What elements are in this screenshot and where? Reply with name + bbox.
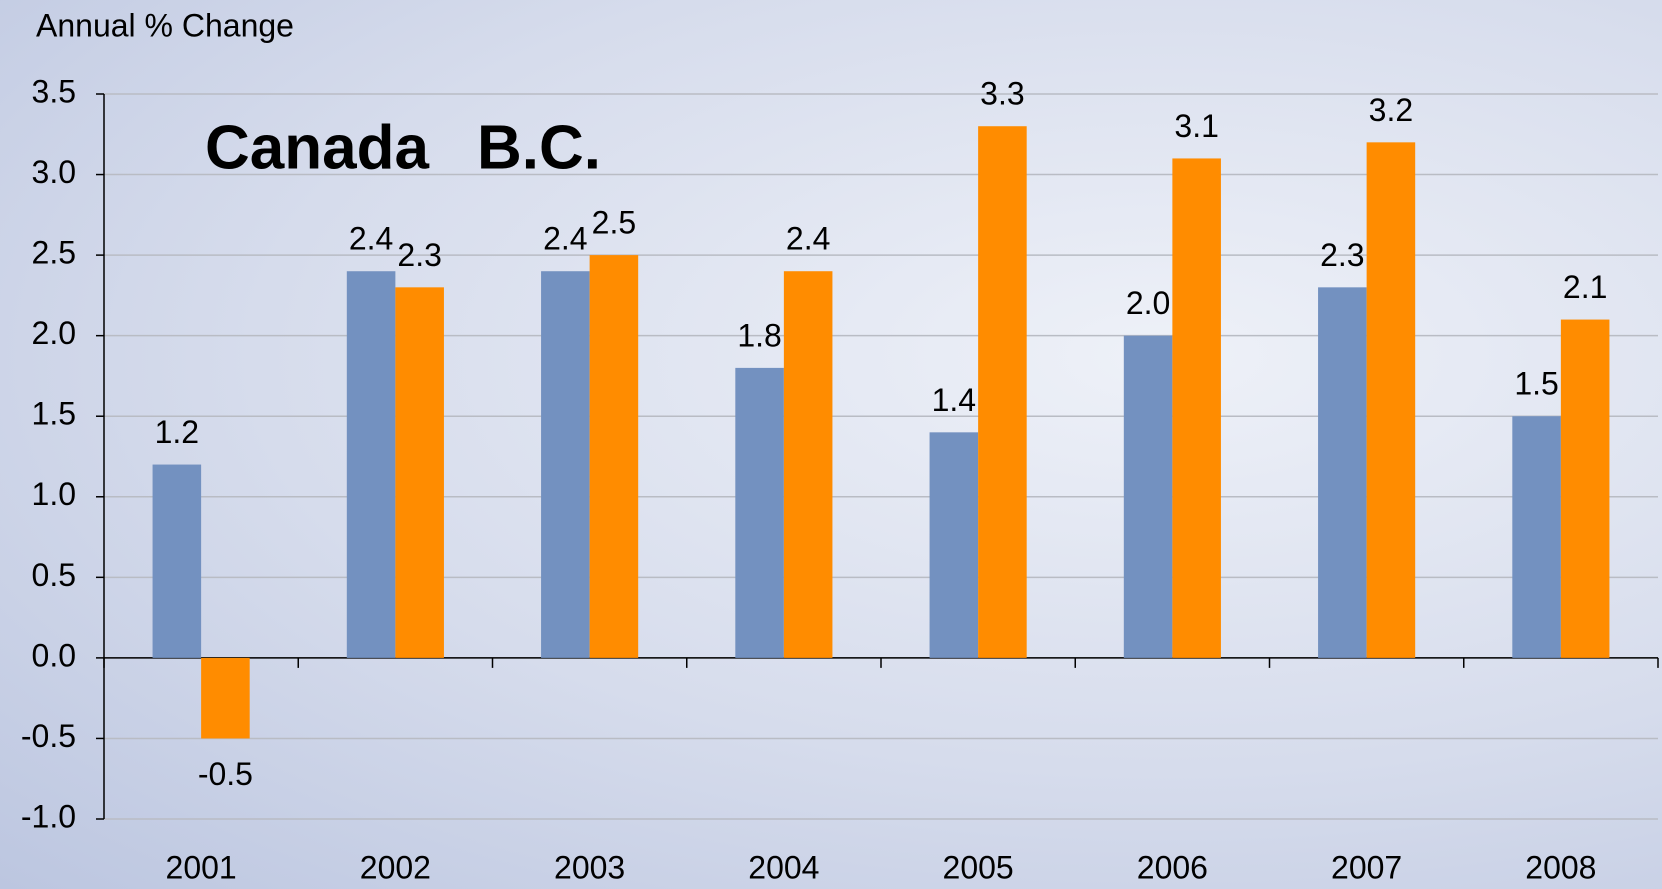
value-label: 2.3	[1320, 237, 1364, 273]
value-label: 1.2	[155, 414, 199, 450]
value-label: 2.1	[1563, 269, 1607, 305]
value-label: 1.4	[932, 382, 976, 418]
value-label: 2.4	[543, 221, 587, 257]
value-label: 3.2	[1369, 92, 1413, 128]
y-tick-label: 1.0	[32, 476, 76, 512]
bar	[978, 126, 1027, 658]
x-tick-label: 2005	[943, 849, 1014, 885]
bar	[346, 271, 396, 658]
bar	[929, 432, 979, 658]
x-tick-label: 2006	[1137, 849, 1208, 885]
bar	[395, 287, 444, 658]
y-tick-label: 1.5	[32, 396, 76, 432]
bar	[1512, 416, 1561, 658]
y-tick-label: 3.5	[32, 73, 76, 109]
value-label: 3.1	[1174, 108, 1218, 144]
y-axis-label: Annual % Change	[36, 7, 294, 43]
x-tick-label: 2004	[748, 849, 819, 885]
bar	[1366, 142, 1416, 658]
bar	[201, 657, 250, 739]
bar	[1318, 287, 1367, 658]
bar	[541, 271, 590, 658]
legend-entry: Canada	[205, 113, 429, 182]
bar	[783, 271, 833, 658]
legend-entry: B.C.	[477, 113, 601, 182]
y-tick-label: 3.0	[32, 154, 76, 190]
value-label: 2.0	[1126, 285, 1170, 321]
bar	[735, 367, 784, 658]
x-tick-label: 2008	[1525, 849, 1596, 885]
bar	[1172, 158, 1221, 658]
y-tick-label: -1.0	[21, 798, 76, 834]
bar	[1123, 335, 1173, 658]
bar	[589, 255, 639, 658]
value-label: 2.3	[397, 237, 441, 273]
value-label: 1.5	[1514, 366, 1558, 402]
value-label: 1.8	[737, 317, 781, 353]
value-label: 2.5	[592, 205, 636, 241]
value-label: 2.4	[349, 221, 393, 257]
value-label: 3.3	[980, 76, 1024, 112]
y-tick-label: 2.0	[32, 315, 76, 351]
x-tick-label: 2001	[166, 849, 237, 885]
bar	[152, 464, 202, 658]
bar	[1560, 319, 1610, 658]
value-label: -0.5	[198, 756, 253, 792]
y-tick-label: -0.5	[21, 718, 76, 754]
x-tick-label: 2007	[1331, 849, 1402, 885]
x-tick-label: 2003	[554, 849, 625, 885]
x-tick-label: 2002	[360, 849, 431, 885]
y-tick-label: 0.5	[32, 557, 76, 593]
value-label: 2.4	[786, 221, 830, 257]
y-tick-label: 2.5	[32, 235, 76, 271]
y-tick-label: 0.0	[32, 637, 76, 673]
